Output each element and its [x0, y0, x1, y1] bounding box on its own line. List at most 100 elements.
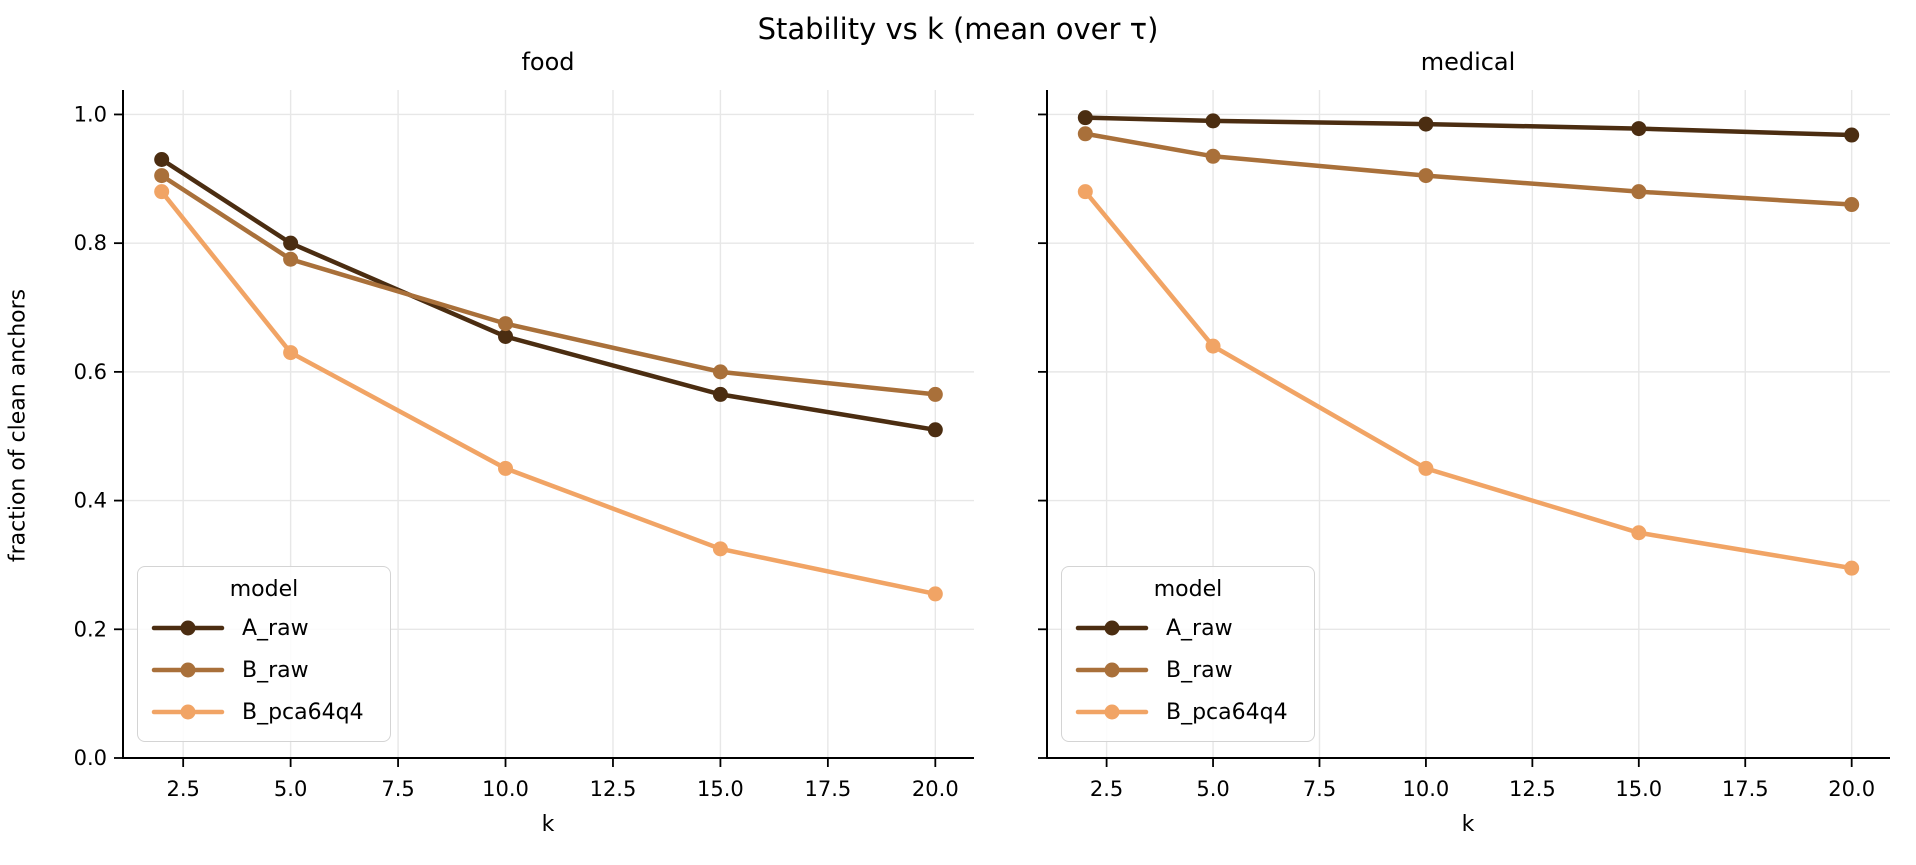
legend-item: B_pca64q4 [1074, 691, 1302, 733]
data-point [283, 235, 299, 251]
series-B_raw [1077, 126, 1860, 213]
svg-text:0.8: 0.8 [74, 231, 107, 255]
legend-item: B_raw [1074, 649, 1302, 691]
svg-text:10.0: 10.0 [482, 777, 529, 801]
series-A_raw [154, 152, 943, 438]
data-point [498, 460, 514, 476]
legend-item: B_pca64q4 [150, 691, 378, 733]
data-point [927, 586, 943, 602]
tick-marks [114, 113, 937, 767]
legend-swatch-icon [151, 620, 225, 636]
data-point [1077, 110, 1093, 126]
svg-text:7.5: 7.5 [1303, 777, 1336, 801]
series-B_pca64q4 [154, 184, 943, 602]
data-line [159, 157, 938, 433]
legend-swatch-icon [151, 704, 225, 720]
data-point [1844, 560, 1860, 576]
data-point [712, 386, 728, 402]
subplot-medical: 2.5 5.0 7.5 10.0 12.5 15.0 17.5 20.0 [1038, 90, 1890, 801]
data-point [154, 152, 170, 168]
data-point [1844, 127, 1860, 143]
legend-swatch-icon [1075, 662, 1149, 678]
data-line [1083, 189, 1854, 571]
legend-swatch-icon [151, 662, 225, 678]
svg-text:0.6: 0.6 [74, 360, 107, 384]
data-point [1418, 116, 1434, 132]
data-point [1205, 338, 1221, 354]
data-line [1083, 131, 1854, 207]
legend-item: B_raw [150, 649, 378, 691]
data-point [283, 345, 299, 361]
subplot-title-medical: medical [1420, 48, 1516, 76]
svg-text:20.0: 20.0 [1828, 777, 1875, 801]
figure-title: Stability vs k (mean over τ) [757, 12, 1159, 46]
svg-text:10.0: 10.0 [1403, 777, 1450, 801]
svg-text:7.5: 7.5 [381, 777, 414, 801]
data-point [1631, 525, 1647, 541]
x-axis-label-medical: k [1461, 812, 1475, 837]
data-point [1418, 460, 1434, 476]
svg-text:5.0: 5.0 [1196, 777, 1229, 801]
data-point [498, 316, 514, 332]
tick-marks [1038, 113, 1853, 767]
legend-food: model A_raw B_raw B_pca64q4 [137, 566, 391, 742]
axis-spines [1046, 90, 1890, 759]
y-axis-label: fraction of clean anchors [5, 288, 31, 563]
x-axis-label-food: k [541, 812, 555, 837]
legend-title: model [1153, 577, 1223, 602]
svg-text:0.2: 0.2 [74, 617, 107, 641]
data-point [1077, 126, 1093, 142]
svg-text:12.5: 12.5 [1509, 777, 1556, 801]
svg-text:17.5: 17.5 [1722, 777, 1769, 801]
legend-title: model [229, 577, 299, 602]
data-point [1631, 184, 1647, 200]
data-point [1205, 113, 1221, 129]
data-point [154, 168, 170, 184]
tick-labels: 2.5 5.0 7.5 10.0 12.5 15.0 17.5 20.0 [1090, 777, 1875, 801]
data-point [283, 251, 299, 267]
tick-labels: 0.0 0.2 0.4 0.6 0.8 1.0 2.5 5.0 7.5 10.0 12.5 15.0 1… [74, 102, 959, 801]
data-point [712, 364, 728, 380]
series-B_raw [154, 168, 943, 402]
svg-text:1.0: 1.0 [74, 102, 107, 126]
svg-text:20.0: 20.0 [912, 777, 959, 801]
data-point [1077, 184, 1093, 200]
subplot-food: 0.0 0.2 0.4 0.6 0.8 1.0 2.5 5.0 7.5 10.0 12.5 15.0 1… [74, 90, 974, 801]
legend-label: A_raw [1166, 615, 1233, 641]
svg-text:15.0: 15.0 [697, 777, 744, 801]
legend-swatch-icon [1075, 704, 1149, 720]
legend-label: B_raw [242, 657, 309, 683]
data-point [927, 422, 943, 438]
legend-item: A_raw [1074, 607, 1302, 649]
data-point [154, 184, 170, 200]
data-point [1631, 121, 1647, 137]
svg-text:0.0: 0.0 [74, 746, 107, 770]
svg-text:5.0: 5.0 [274, 777, 307, 801]
legend-item: A_raw [150, 607, 378, 649]
series-A_raw [1077, 110, 1860, 143]
data-line [1083, 115, 1854, 138]
legend-label: B_pca64q4 [242, 699, 364, 725]
legend-swatch-icon [1075, 620, 1149, 636]
svg-text:2.5: 2.5 [166, 777, 199, 801]
data-point [712, 541, 728, 557]
series-B_pca64q4 [1077, 184, 1860, 576]
svg-text:15.0: 15.0 [1615, 777, 1662, 801]
svg-text:12.5: 12.5 [590, 777, 637, 801]
legend-label: A_raw [242, 615, 309, 641]
legend-medical: model A_raw B_raw B_pca64q4 [1061, 566, 1315, 742]
subplot-title-food: food [521, 48, 575, 76]
data-point [1205, 148, 1221, 164]
data-point [1844, 197, 1860, 213]
svg-text:2.5: 2.5 [1090, 777, 1123, 801]
svg-text:17.5: 17.5 [804, 777, 851, 801]
data-point [927, 386, 943, 402]
legend-label: B_raw [1166, 657, 1233, 683]
data-line [159, 173, 938, 397]
data-point [1418, 168, 1434, 184]
legend-label: B_pca64q4 [1166, 699, 1288, 725]
svg-text:0.4: 0.4 [74, 489, 107, 513]
data-point [498, 328, 514, 344]
